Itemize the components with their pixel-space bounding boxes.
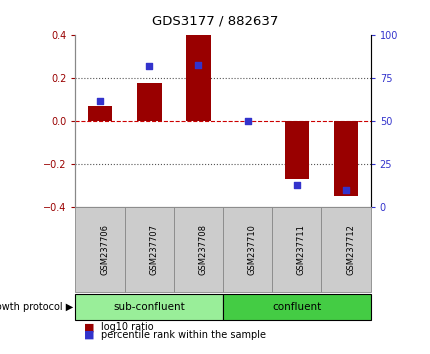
Text: GSM237712: GSM237712 <box>345 224 354 275</box>
Bar <box>88 106 112 121</box>
Text: log10 ratio: log10 ratio <box>101 322 154 332</box>
Text: ■: ■ <box>84 330 94 339</box>
Point <box>96 98 103 103</box>
Text: GSM237707: GSM237707 <box>149 224 158 275</box>
Point <box>194 62 201 67</box>
Text: GDS3177 / 882637: GDS3177 / 882637 <box>152 14 278 27</box>
Text: ■: ■ <box>84 322 94 332</box>
Point <box>293 182 300 188</box>
Point <box>342 187 349 193</box>
Text: growth protocol ▶: growth protocol ▶ <box>0 302 73 312</box>
Text: GSM237711: GSM237711 <box>296 224 305 275</box>
Bar <box>186 35 210 121</box>
Text: GSM237706: GSM237706 <box>100 224 109 275</box>
Text: sub-confluent: sub-confluent <box>113 302 184 312</box>
Point <box>244 118 251 124</box>
Bar <box>333 121 357 196</box>
Bar <box>137 82 161 121</box>
Point <box>145 63 152 69</box>
Text: GSM237708: GSM237708 <box>198 224 207 275</box>
Bar <box>284 121 308 179</box>
Text: GSM237710: GSM237710 <box>247 224 256 275</box>
Text: confluent: confluent <box>272 302 321 312</box>
Text: percentile rank within the sample: percentile rank within the sample <box>101 330 266 339</box>
